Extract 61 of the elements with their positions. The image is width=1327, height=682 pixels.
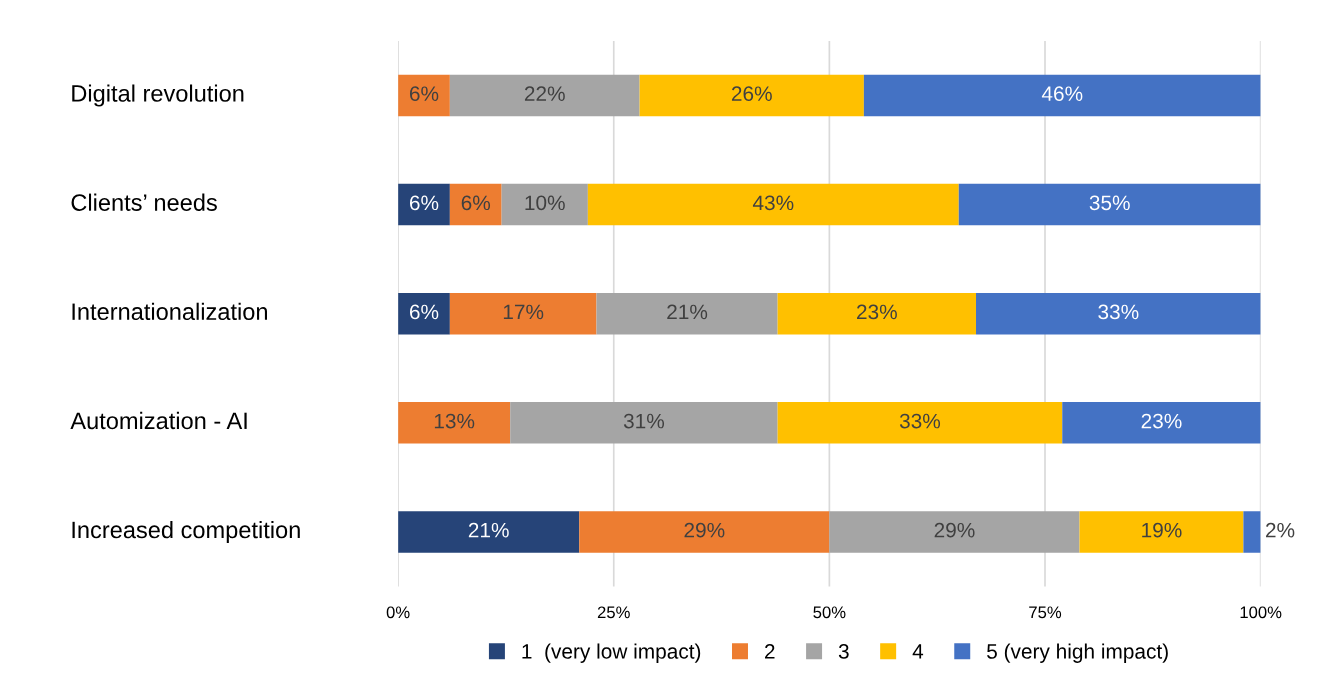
bar [587,183,959,226]
data-label: 35% [1089,195,1130,211]
bar [1079,511,1244,553]
data-label: 13% [434,413,475,429]
data-label: 29% [934,522,975,538]
bar [398,402,511,444]
data-label: 46% [1041,86,1083,102]
bar [398,511,580,553]
bar [1243,511,1261,553]
y-tick-label: Automization - AI [70,411,247,430]
bar [639,74,864,117]
data-label: 21% [667,304,708,320]
bar [449,292,597,335]
y-tick-label: Clients’ needs [71,193,217,211]
bar [976,292,1261,335]
data-label: 23% [1141,413,1182,429]
bar [501,183,588,226]
bar [1062,402,1261,444]
bar [398,292,450,335]
x-tick-label: 25% [597,606,630,619]
data-label: 33% [899,413,941,429]
legend-label: 1 (very low impact) [522,643,701,663]
y-tick-label: Increased competition [72,520,300,543]
data-label: 17% [503,304,544,320]
bar [777,402,1063,444]
bar [958,183,1261,226]
data-label: 23% [857,304,897,320]
y-tick-label: Internationalization [72,302,267,321]
x-tick-label: 75% [1029,606,1062,619]
data-label: 22% [524,86,565,101]
data-label: 6% [409,86,439,102]
data-label: 6% [409,304,439,320]
bar [829,511,1080,553]
x-tick-label: 100% [1240,606,1282,619]
data-label: 29% [684,522,725,538]
y-tick-label: Digital revolution [72,84,244,107]
data-label: 43% [752,195,794,211]
legend-label: 5 (very high impact) [987,643,1168,663]
bar [777,292,977,335]
bar [398,74,450,117]
bar [449,183,502,226]
x-tick-label: 0% [386,606,410,619]
data-label: 33% [1098,304,1139,320]
legend-label: 4 [912,644,924,659]
bar [449,74,640,117]
data-label: 2% [1266,522,1295,538]
bar [596,292,778,335]
legend-label: 3 [838,644,849,659]
data-label: 21% [468,522,509,538]
data-label: 31% [623,413,665,429]
legend-label: 2 [765,644,775,659]
data-label: 19% [1142,522,1182,538]
bar [510,402,778,444]
bar [863,74,1261,117]
data-label: 10% [525,195,565,211]
data-label: 26% [731,86,772,102]
bar [398,183,450,226]
data-label: 6% [461,195,491,211]
x-tick-label: 50% [813,606,846,619]
bar [579,511,830,553]
data-label: 6% [409,195,439,211]
